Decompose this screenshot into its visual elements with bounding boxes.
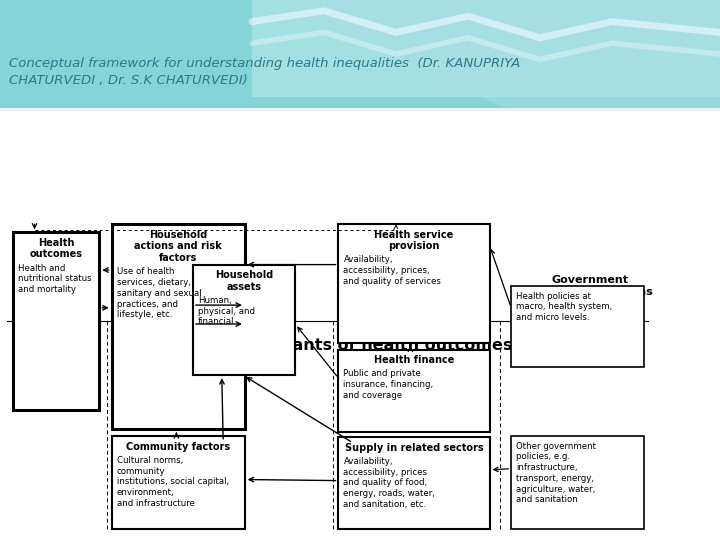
Bar <box>338 437 490 529</box>
Text: Determinants of health outcomes: Determinants of health outcomes <box>208 338 512 353</box>
Text: Conceptual framework for understanding health inequalities  (Dr. KANUPRIYA
CHATU: Conceptual framework for understanding h… <box>9 57 520 87</box>
Polygon shape <box>274 0 720 108</box>
Text: Human,
physical, and
financial: Human, physical, and financial <box>198 296 255 326</box>
Text: Supply in related sectors: Supply in related sectors <box>345 443 483 453</box>
Text: Other government
policies, e.g.
infrastructure,
transport, energy,
agriculture, : Other government policies, e.g. infrastr… <box>516 442 596 504</box>
Text: Health policies at
macro, health system,
and micro levels.: Health policies at macro, health system,… <box>516 292 613 322</box>
Text: Health
outcomes: Health outcomes <box>30 238 83 259</box>
Text: Cultural norms,
community
institutions, social capital,
environment,
and infrast: Cultural norms, community institutions, … <box>117 456 229 508</box>
Text: Household
assets: Household assets <box>215 270 273 292</box>
Text: Public and private
insurance, financing,
and coverage: Public and private insurance, financing,… <box>343 369 433 400</box>
Bar <box>338 350 490 432</box>
Text: Outcomes: Outcomes <box>21 287 83 297</box>
Text: Community factors: Community factors <box>126 442 230 452</box>
Bar <box>112 436 245 529</box>
Text: Health and
nutritional status
and mortality: Health and nutritional status and mortal… <box>18 264 91 294</box>
Text: Availability,
accessibility, prices
and quality of food,
energy, roads, water,
a: Availability, accessibility, prices and … <box>343 457 436 509</box>
Text: Health service
provision: Health service provision <box>374 230 454 251</box>
Text: Government
policies and actions: Government policies and actions <box>528 275 652 297</box>
Text: Availability,
accessibility, prices,
and quality of services: Availability, accessibility, prices, and… <box>343 255 441 286</box>
Bar <box>13 232 99 410</box>
Bar <box>338 224 490 343</box>
Text: Use of health
services, dietary,
sanitary and sexual
practices, and
lifestyle, e: Use of health services, dietary, sanitar… <box>117 267 202 319</box>
FancyBboxPatch shape <box>0 0 720 108</box>
Bar <box>193 265 295 375</box>
Text: Household
actions and risk
factors: Household actions and risk factors <box>135 230 222 262</box>
FancyBboxPatch shape <box>252 0 720 97</box>
FancyBboxPatch shape <box>0 108 720 540</box>
Text: Health finance: Health finance <box>374 355 454 366</box>
Text: Households / Communities: Households / Communities <box>122 287 288 297</box>
FancyBboxPatch shape <box>0 108 720 111</box>
Bar <box>511 286 644 367</box>
Text: Health system
and related sectors: Health system and related sectors <box>351 275 472 297</box>
Bar <box>112 224 245 429</box>
Bar <box>511 436 644 529</box>
